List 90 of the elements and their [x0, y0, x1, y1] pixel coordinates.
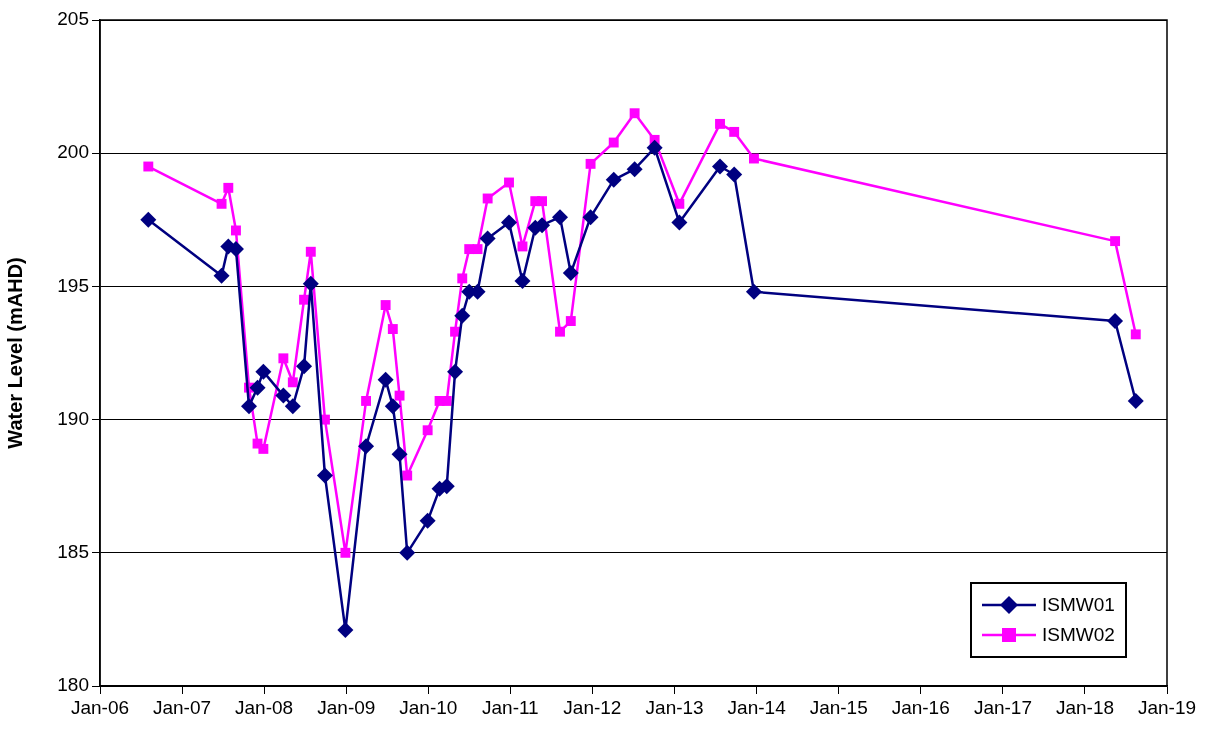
point — [726, 166, 743, 183]
point — [555, 326, 565, 337]
point — [358, 438, 375, 455]
point — [394, 390, 405, 401]
point — [387, 324, 398, 334]
legend-label: ISMW02 — [1042, 624, 1115, 646]
point — [258, 443, 269, 454]
point — [380, 300, 391, 310]
point — [712, 158, 729, 175]
point — [337, 622, 354, 639]
x-tick-label: Jan-06 — [70, 696, 130, 718]
point — [422, 425, 433, 436]
point — [287, 377, 298, 388]
point — [729, 126, 740, 137]
y-tick-label: 180 — [57, 674, 89, 696]
x-tick-label: Jan-19 — [1137, 696, 1197, 718]
point — [216, 198, 227, 209]
point — [447, 363, 464, 380]
point — [608, 137, 619, 148]
point — [299, 294, 309, 305]
point — [715, 118, 725, 129]
x-tick-label: Jan-11 — [482, 696, 539, 718]
y-tick-label: 195 — [57, 274, 89, 296]
point — [223, 182, 234, 193]
y-axis-title: Water Level (mAHD) — [3, 257, 26, 449]
x-tick-label: Jan-17 — [973, 696, 1032, 718]
x-tick-label: Jan-07 — [152, 696, 212, 718]
point — [501, 214, 517, 231]
x-tick-label: Jan-15 — [809, 696, 868, 718]
x-tick-label: Jan-18 — [1055, 696, 1115, 718]
y-tick-label: 190 — [57, 407, 89, 429]
point — [143, 161, 154, 172]
y-tick-label: 200 — [57, 141, 89, 163]
point — [749, 153, 759, 164]
point — [361, 396, 372, 406]
point — [537, 196, 547, 207]
point — [305, 246, 316, 257]
point — [1130, 329, 1141, 340]
point — [249, 379, 266, 396]
point — [626, 161, 643, 178]
x-tick-label: Jan-12 — [563, 696, 622, 718]
point — [454, 307, 471, 324]
point — [255, 363, 272, 380]
point — [457, 273, 468, 284]
point — [278, 353, 289, 364]
x-tick-label: Jan-14 — [727, 696, 787, 718]
point — [671, 214, 688, 231]
point — [472, 244, 483, 255]
x-tick-label: Jan-13 — [645, 696, 704, 718]
point — [629, 108, 640, 119]
point — [419, 512, 436, 529]
point — [646, 139, 663, 156]
point — [552, 209, 569, 226]
point — [562, 265, 579, 282]
x-tick-label: Jan-10 — [399, 696, 458, 718]
point — [1107, 313, 1124, 330]
legend-label: ISMW01 — [1042, 594, 1115, 616]
point — [441, 396, 452, 406]
point — [275, 387, 292, 404]
point — [1110, 236, 1121, 247]
point — [514, 273, 531, 290]
point — [582, 209, 599, 226]
point — [316, 467, 333, 484]
point — [340, 547, 351, 558]
point — [585, 158, 596, 169]
point — [296, 358, 313, 375]
y-tick-label: 205 — [57, 8, 89, 30]
point — [504, 177, 514, 188]
x-tick-label: Jan-08 — [235, 696, 294, 718]
point — [377, 371, 394, 388]
point — [384, 398, 401, 415]
y-tick-label: 185 — [57, 541, 89, 563]
x-tick-label: Jan-16 — [891, 696, 950, 718]
point — [391, 446, 408, 463]
point — [1127, 392, 1144, 409]
point — [284, 398, 301, 415]
point — [240, 398, 257, 415]
point — [674, 198, 685, 209]
point — [213, 267, 230, 284]
x-tick-label: Jan-09 — [317, 696, 376, 718]
point — [517, 241, 528, 252]
point — [745, 283, 762, 300]
point — [302, 275, 319, 292]
point — [231, 225, 241, 236]
point — [605, 171, 622, 188]
point — [479, 230, 496, 247]
point — [399, 544, 416, 561]
point — [482, 193, 493, 204]
point — [565, 316, 576, 326]
point — [140, 211, 157, 228]
